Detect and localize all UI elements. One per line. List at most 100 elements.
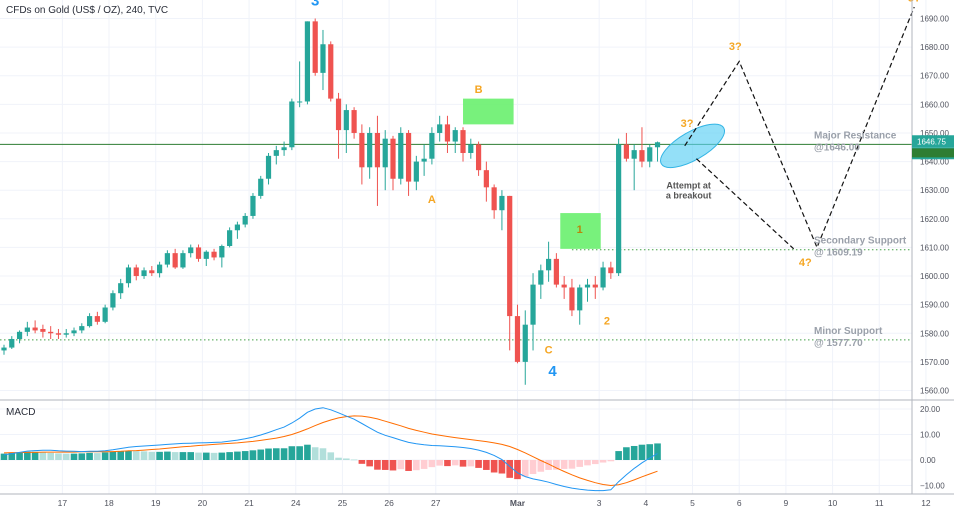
- macd-histogram-bar: [521, 460, 529, 477]
- candle-body: [475, 144, 482, 171]
- macd-histogram-bar: [366, 460, 373, 467]
- wave-label-2: 2: [604, 316, 610, 328]
- macd-histogram-bar: [62, 453, 70, 460]
- candle-body: [351, 110, 357, 133]
- time-tick-label: 3: [597, 498, 602, 508]
- macd-histogram-bar: [288, 446, 296, 460]
- macd-histogram-bar: [156, 451, 163, 460]
- current-price-value: 1646.75: [917, 137, 946, 146]
- macd-histogram-bar: [560, 460, 568, 469]
- macd-tick-label: −10.00: [920, 482, 945, 491]
- time-tick-label: Mar: [510, 498, 526, 508]
- level-label-line2: @ 1577.70: [814, 338, 863, 349]
- macd-pane: [0, 399, 954, 492]
- candle-body: [600, 267, 606, 288]
- candle-body: [491, 187, 497, 211]
- candle-body: [180, 253, 186, 268]
- time-tick-label: 18: [104, 498, 114, 508]
- macd-histogram-bar: [202, 452, 210, 460]
- macd-histogram-bar: [490, 460, 498, 473]
- macd-histogram-bar: [164, 451, 171, 460]
- macd-histogram-bar: [249, 450, 257, 460]
- macd-label: MACD: [6, 407, 36, 418]
- candle-body: [219, 245, 225, 258]
- highlight-boxes: [463, 98, 601, 249]
- candle-body: [110, 293, 116, 308]
- macd-histogram-bar: [39, 452, 47, 460]
- macd-tick-label: 20.00: [920, 405, 941, 414]
- macd-histogram-bar: [319, 448, 327, 460]
- candle-body: [631, 150, 637, 159]
- macd-histogram-bar: [389, 460, 397, 471]
- time-tick-label: 9: [784, 498, 789, 508]
- wave-label-3q: 3?: [681, 118, 694, 130]
- candle-body: [343, 110, 349, 131]
- macd-histogram-bar: [428, 460, 436, 468]
- macd-histogram-bar: [638, 444, 646, 460]
- macd-histogram-bar: [413, 460, 420, 471]
- candle-body: [592, 284, 598, 288]
- candle-body: [250, 195, 256, 216]
- price-tick-label: 1600.00: [920, 272, 949, 281]
- macd-histogram-bar: [537, 460, 545, 472]
- macd-tick-label: 10.00: [920, 431, 941, 440]
- candle-body: [429, 132, 435, 159]
- wave-label-4q: 4?: [799, 257, 812, 269]
- macd-histogram-bar: [591, 460, 599, 465]
- macd-histogram-bar: [179, 452, 187, 460]
- candle-body: [623, 144, 629, 159]
- candle-body: [608, 267, 614, 274]
- candle-body: [9, 338, 15, 348]
- macd-histogram-bar: [498, 460, 506, 474]
- candle-body: [125, 267, 132, 284]
- macd-histogram-bar: [529, 460, 537, 475]
- macd-histogram-bar: [343, 458, 350, 460]
- candle-body: [281, 147, 287, 151]
- candle-body: [421, 158, 427, 162]
- highlight-box: [463, 98, 514, 125]
- macd-histogram-bar: [304, 444, 311, 460]
- candle-body: [48, 331, 54, 334]
- candle-body: [118, 283, 124, 294]
- macd-histogram-bar: [234, 451, 241, 460]
- candle-body: [382, 138, 388, 168]
- candle-body: [553, 258, 559, 285]
- macd-histogram-bar: [467, 460, 475, 467]
- macd-histogram-bar: [265, 448, 272, 460]
- macd-histogram-bar: [117, 451, 124, 460]
- macd-histogram-bar: [226, 452, 233, 460]
- macd-histogram-bar: [132, 451, 140, 460]
- price-tick-label: 1570.00: [920, 358, 949, 367]
- level-label-line1: Major Resistance: [814, 130, 897, 141]
- macd-histogram-bar: [101, 452, 109, 460]
- wave-labels: 3 A B C 4 1 2 3? 3? 4? 5? Attempt ata breakout Major…: [311, 0, 921, 380]
- candle-body: [413, 161, 419, 182]
- macd-histogram-bar: [47, 452, 54, 460]
- macd-signal-line: [3, 415, 658, 487]
- macd-histogram-bar: [615, 451, 622, 460]
- macd-histogram-bar: [514, 460, 521, 480]
- candle-body: [86, 316, 93, 327]
- candle-body: [374, 132, 381, 168]
- wave-label-5q: 5?: [908, 0, 921, 4]
- candle-body: [242, 215, 248, 225]
- macd-histogram-bar: [327, 452, 335, 460]
- projection-overlays: [660, 6, 915, 250]
- wave-label-B: B: [475, 84, 483, 96]
- macd-histogram-bar: [171, 452, 179, 460]
- time-tick-label: 21: [244, 498, 254, 508]
- grid: [0, 0, 927, 494]
- macd-histogram-bar: [218, 452, 226, 460]
- price-tick-label: 1650.00: [920, 129, 949, 138]
- candle-body: [320, 44, 326, 73]
- candle-body: [227, 230, 233, 246]
- macd-histogram-bar: [94, 453, 101, 460]
- macd-histogram-bar: [444, 460, 451, 467]
- macd-histogram-bar: [483, 460, 490, 470]
- macd-histogram-bar: [630, 445, 638, 460]
- macd-histogram-bar: [55, 453, 62, 460]
- candle-body: [561, 284, 567, 288]
- macd-histogram-bar: [148, 451, 156, 460]
- price-tick-label: 1630.00: [920, 186, 949, 195]
